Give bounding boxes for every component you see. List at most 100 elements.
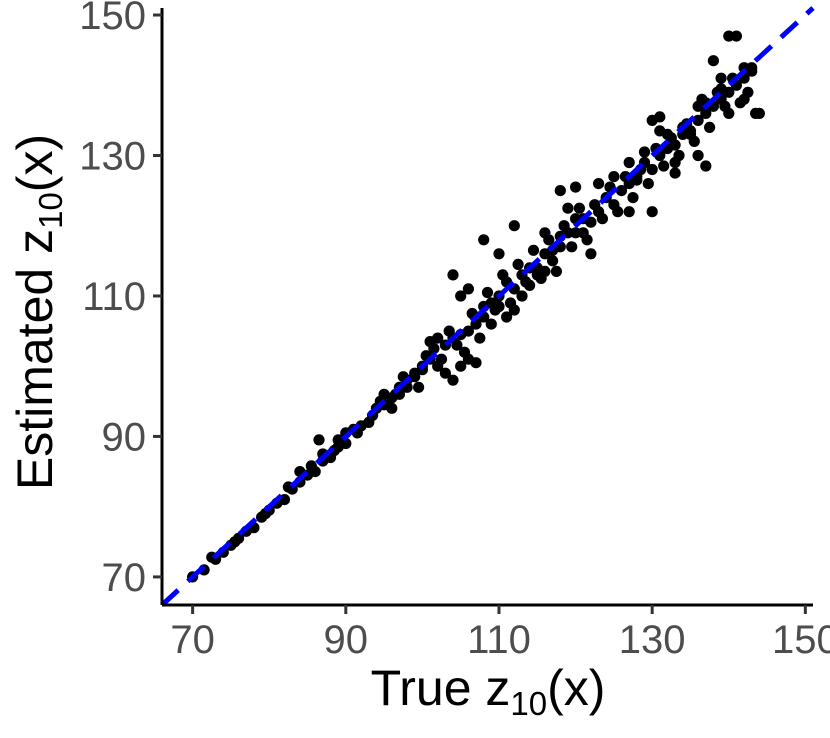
scatter-point	[631, 174, 643, 186]
x-axis-title-main: True z	[371, 660, 511, 716]
scatter-point	[596, 213, 609, 225]
scatter-point	[462, 325, 474, 337]
scatter-point	[451, 339, 463, 351]
scatter-point	[313, 434, 325, 446]
y-axis-title-subscript: 10	[32, 192, 69, 229]
scatter-point	[566, 241, 578, 253]
scatter-point	[707, 55, 720, 67]
identity-reference-line	[160, 6, 815, 607]
scatter-point	[470, 357, 482, 369]
scatter-point	[462, 283, 474, 295]
scatter-point	[524, 279, 536, 291]
scatter-point	[512, 258, 524, 270]
scatter-point	[447, 269, 459, 281]
scatter-point	[627, 192, 639, 204]
y-tick-label: 70	[102, 556, 147, 600]
x-tick-label: 130	[619, 618, 686, 662]
scatter-point	[669, 167, 681, 179]
scatter-point	[593, 178, 605, 190]
scatter-point	[378, 388, 390, 400]
scatter-point	[615, 185, 628, 197]
scatter-point	[478, 234, 490, 246]
scatter-point	[573, 202, 586, 214]
scatter-point	[700, 160, 712, 172]
scatter-point	[435, 353, 448, 365]
scatter-point	[443, 325, 455, 337]
scatter-point	[704, 121, 716, 133]
y-axis-title-suffix: (x)	[7, 134, 63, 192]
scatter-point	[474, 332, 486, 344]
x-axis-title-subscript: 10	[510, 685, 547, 722]
y-tick-label: 130	[79, 134, 146, 178]
y-tick-label: 150	[79, 0, 146, 38]
scatter-point	[501, 311, 513, 323]
scatter-point	[577, 227, 589, 239]
scatter-point	[692, 149, 704, 162]
scatter-point	[753, 107, 766, 119]
scatter-point	[684, 125, 697, 137]
scatter-point	[386, 402, 398, 414]
scatter-point	[692, 114, 704, 126]
y-axis-ticks: 70 90 110 130 150	[79, 0, 162, 600]
scatter-point	[738, 93, 750, 105]
scatter-point	[623, 206, 635, 218]
scatter-point	[589, 199, 601, 211]
scatter-point	[305, 460, 317, 472]
y-tick-label: 110	[82, 275, 146, 319]
scatter-point	[558, 220, 570, 232]
scatter-point	[638, 146, 651, 158]
scatter-point	[746, 62, 758, 74]
scatter-point	[455, 360, 467, 372]
scatter-point	[570, 181, 582, 193]
scatter-point	[715, 72, 727, 84]
scatter-point	[669, 156, 681, 169]
scatter-point	[646, 206, 658, 218]
scatter-point	[539, 227, 551, 239]
scatter-point	[700, 107, 712, 119]
scatter-point	[439, 367, 451, 379]
scatter-point	[413, 381, 425, 393]
scatter-point	[447, 374, 459, 386]
scatter-point	[654, 111, 666, 123]
scatter-point	[554, 185, 566, 197]
scatter-point	[658, 160, 670, 172]
scatter-point	[432, 332, 444, 344]
scatter-point	[688, 135, 700, 147]
scatter-point	[585, 248, 597, 260]
scatter-point	[229, 536, 241, 548]
scatter-point	[723, 107, 735, 119]
scatter-point	[730, 30, 743, 42]
scatter-point	[508, 220, 520, 232]
y-axis-title-main: Estimated z	[7, 229, 63, 490]
y-axis-title: Estimated z10(x)	[7, 134, 69, 490]
scatter-point	[481, 286, 494, 299]
scatter-point	[485, 318, 497, 330]
scatter-point	[527, 244, 540, 256]
scatter-point	[516, 290, 528, 302]
scatter-point	[409, 367, 421, 379]
scatter-point	[562, 202, 574, 214]
x-axis-title-suffix: (x)	[547, 660, 605, 716]
scatter-point	[585, 216, 597, 228]
scatter-point	[646, 163, 658, 176]
scatter-point	[332, 434, 344, 446]
scatter-point	[455, 290, 467, 302]
x-tick-label: 70	[170, 618, 215, 662]
x-axis-title: True z10(x)	[371, 660, 606, 722]
scatter-point	[547, 255, 559, 267]
scatter-point	[539, 265, 551, 277]
scatter-point	[508, 304, 520, 316]
y-tick-label: 90	[102, 415, 147, 459]
scatter-point	[493, 248, 505, 260]
x-tick-label: 90	[324, 618, 369, 662]
scatter-point	[623, 156, 635, 169]
scatter-point	[642, 178, 654, 190]
scatter-point	[654, 125, 666, 137]
x-axis-ticks: 70 90 110 130 150	[170, 605, 830, 662]
scatter-point	[493, 300, 505, 313]
x-tick-label: 110	[467, 618, 531, 662]
scatter-point	[608, 171, 620, 183]
scatter-point	[550, 265, 563, 277]
scatter-point	[497, 269, 509, 281]
